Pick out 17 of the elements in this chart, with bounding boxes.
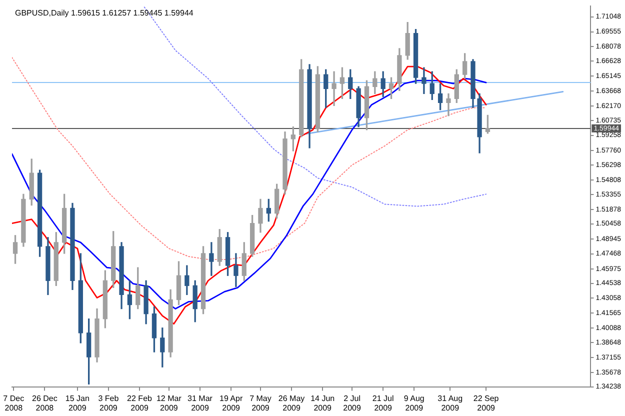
x-tick-label: 7 May 2009 [250, 394, 272, 412]
x-tick-label: 2 Jul 2009 [343, 394, 362, 412]
x-tick-label: 3 Feb 2009 [98, 394, 120, 412]
x-tick-label: 31 Mar 2009 [188, 394, 213, 412]
x-tick-label: 26 May 2009 [278, 394, 305, 412]
x-tick-label: 22 Sep 2009 [473, 394, 500, 412]
chart-title: GBPUSD,Daily 1.59615 1.61257 1.59445 1.59944 [15, 8, 194, 18]
x-tick-label: 14 Jun 2009 [310, 394, 335, 412]
x-tick-label: 31 Aug 2009 [438, 394, 463, 412]
x-tick-label: 7 Dec 2008 [3, 394, 24, 412]
x-tick-label: 22 Feb 2009 [127, 394, 153, 412]
x-tick-label: 19 Apr 2009 [219, 394, 243, 412]
x-tick-label: 9 Aug 2009 [404, 394, 424, 412]
x-tick-label: 12 Mar 2009 [156, 394, 182, 412]
x-tick-label: 21 Jul 2009 [372, 394, 394, 412]
x-tick-label: 15 Jan 2009 [65, 394, 90, 412]
x-tick-label: 26 Dec 2008 [32, 394, 58, 412]
